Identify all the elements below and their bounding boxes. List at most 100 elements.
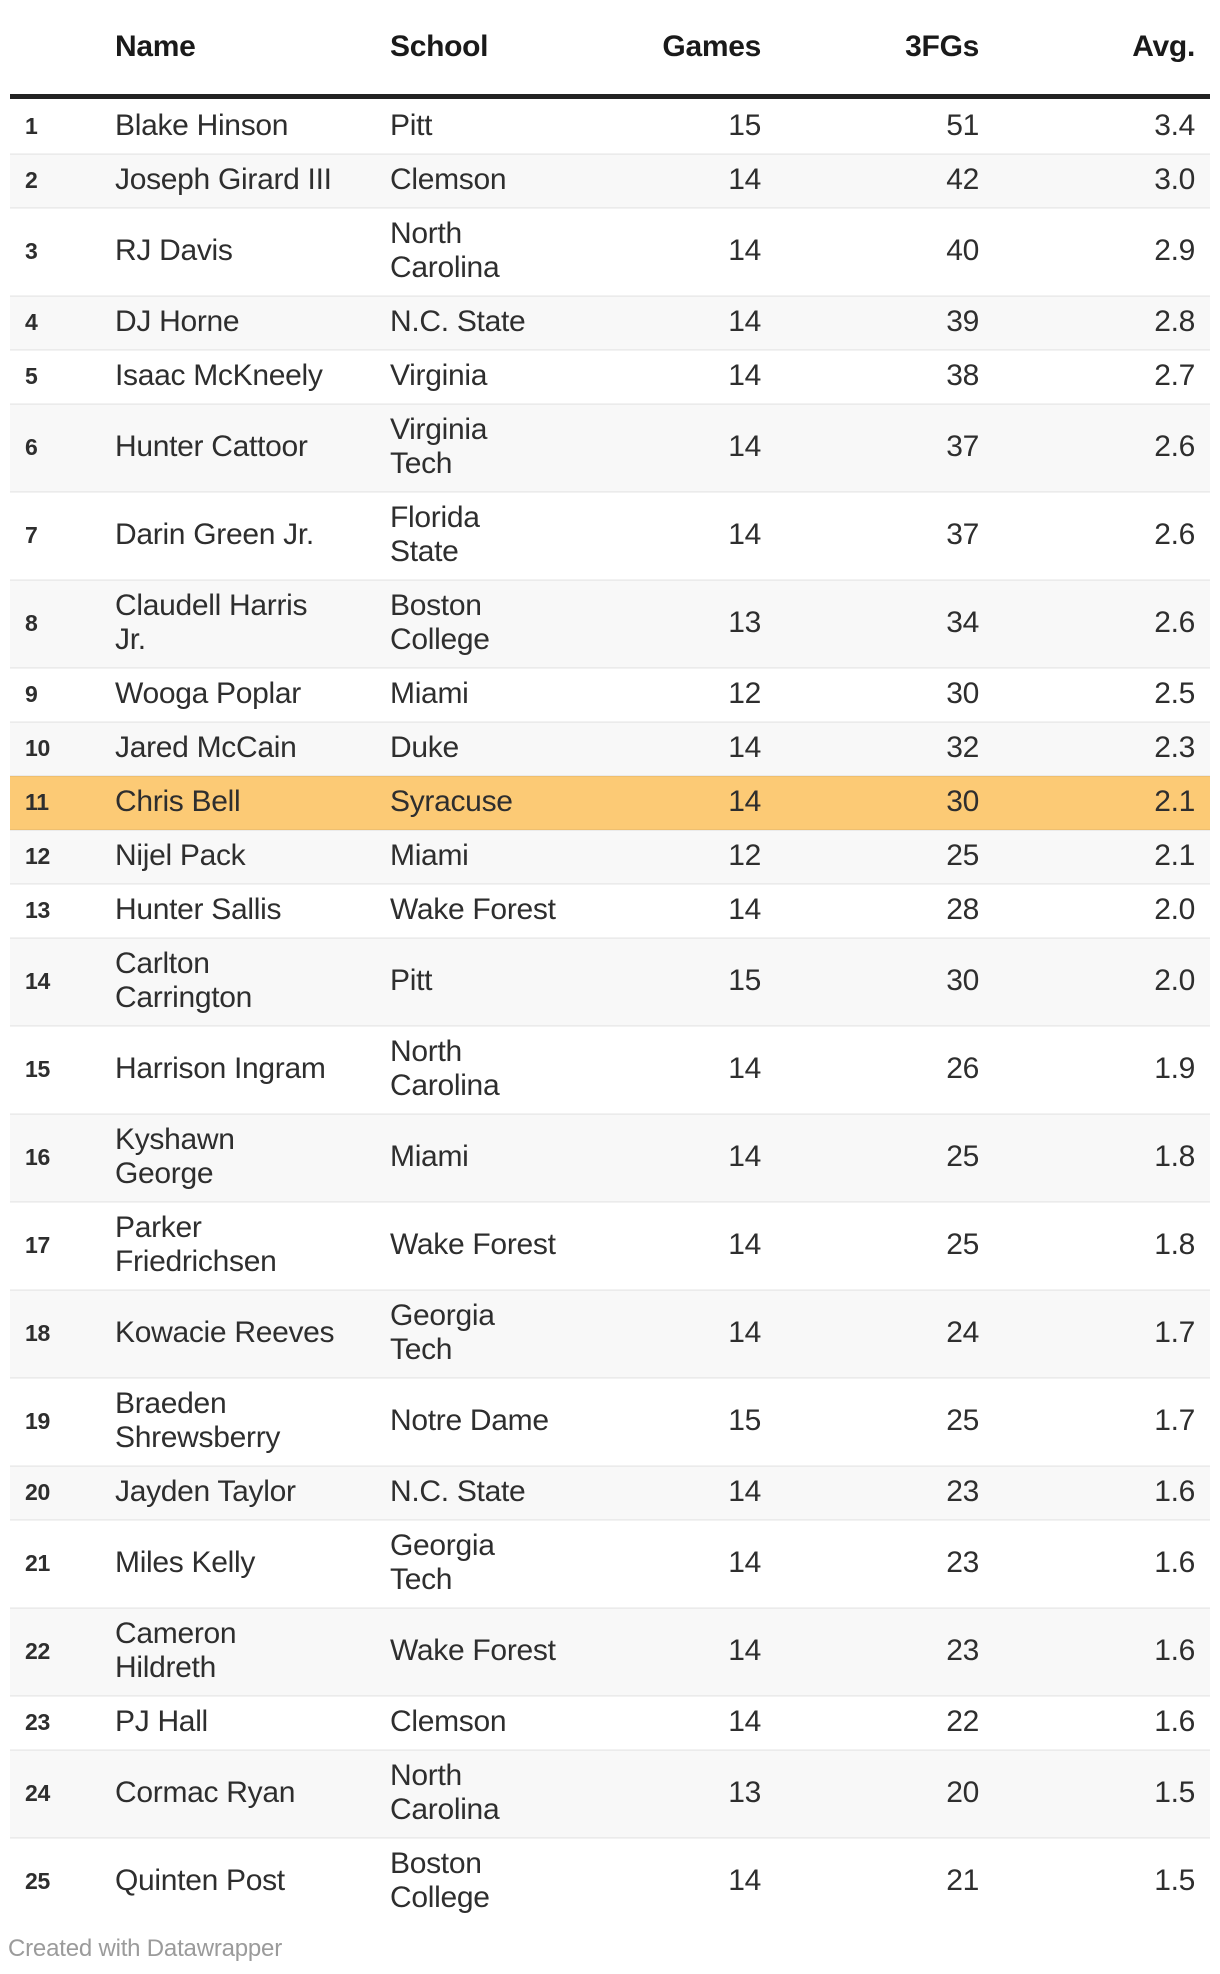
name-cell: Quinten Post <box>105 1837 380 1925</box>
name-cell: RJ Davis <box>105 207 380 296</box>
name-cell: Darin Green Jr. <box>105 491 380 580</box>
avg-cell: 1.5 <box>993 1749 1210 1838</box>
avg-cell: 1.6 <box>993 1465 1210 1520</box>
3fgs-cell: 37 <box>775 403 993 492</box>
rank-cell: 1 <box>25 113 38 139</box>
rank-cell: 4 <box>10 295 105 350</box>
3fgs-cell: 38 <box>775 349 993 404</box>
games-cell: 14 <box>585 1607 775 1696</box>
table-row: 14 Carlton Carrington Pitt 15 30 2.0 <box>10 937 1210 1026</box>
games-cell: 14 <box>585 1113 775 1202</box>
name-cell: Joseph Girard III <box>105 153 380 208</box>
games-cell: 14 <box>585 1289 775 1378</box>
school-cell: Miami <box>380 829 585 884</box>
3fgs-cell: 40 <box>775 207 993 296</box>
table-row: 18 Kowacie Reeves Georgia Tech 14 24 1.7 <box>10 1289 1210 1378</box>
table-row: 23 PJ Hall Clemson 14 22 1.6 <box>10 1695 1210 1750</box>
games-cell: 14 <box>585 1519 775 1608</box>
avg-cell: 3.4 <box>1154 109 1195 142</box>
name-cell: Parker Friedrichsen <box>105 1201 380 1290</box>
rank-cell: 15 <box>10 1025 105 1114</box>
table-row: 16 Kyshawn George Miami 14 25 1.8 <box>10 1113 1210 1202</box>
games-cell: 14 <box>585 207 775 296</box>
3fgs-cell: 34 <box>775 579 993 668</box>
header-row: Name School Games 3FGs Avg. <box>10 0 1210 99</box>
avg-cell: 2.6 <box>993 491 1210 580</box>
games-cell: 14 <box>585 1837 775 1925</box>
table-row: 20 Jayden Taylor N.C. State 14 23 1.6 <box>10 1465 1210 1520</box>
header-cell-name: Name <box>105 0 380 99</box>
table-row: 19 Braeden Shrewsberry Notre Dame 15 25 1.7 <box>10 1377 1210 1466</box>
table-row: 3 RJ Davis North Carolina 14 40 2.9 <box>10 207 1210 296</box>
school-cell: Miami <box>380 1113 585 1202</box>
name-cell: Hunter Sallis <box>105 883 380 938</box>
school-cell: Clemson <box>380 1695 585 1750</box>
school-cell: Georgia Tech <box>380 1519 585 1608</box>
games-cell: 14 <box>585 1465 775 1520</box>
avg-cell: 2.0 <box>993 883 1210 938</box>
school-cell: Syracuse <box>380 775 585 830</box>
games-cell: 14 <box>585 883 775 938</box>
table-row: 2 Joseph Girard III Clemson 14 42 3.0 <box>10 153 1210 208</box>
school-cell: Notre Dame <box>380 1377 585 1466</box>
header-cell-school: School <box>380 0 585 99</box>
name-cell: PJ Hall <box>105 1695 380 1750</box>
avg-cell: 2.9 <box>993 207 1210 296</box>
school-cell: Boston College <box>380 1837 585 1925</box>
avg-cell: 2.7 <box>993 349 1210 404</box>
table-header: Name School Games 3FGs Avg. <box>10 0 1210 99</box>
table-row: 22 Cameron Hildreth Wake Forest 14 23 1.6 <box>10 1607 1210 1696</box>
rank-cell: 17 <box>10 1201 105 1290</box>
games-cell: 14 <box>585 775 775 830</box>
avg-cell: 2.8 <box>993 295 1210 350</box>
rank-cell: 3 <box>10 207 105 296</box>
table-row: 9 Wooga Poplar Miami 12 30 2.5 <box>10 667 1210 722</box>
3fgs-cell: 22 <box>775 1695 993 1750</box>
datawrapper-credit-link[interactable]: Created with Datawrapper <box>8 1935 283 1962</box>
3fgs-cell: 25 <box>775 1377 993 1466</box>
3fgs-cell: 23 <box>775 1607 993 1696</box>
table-body: 1 Blake Hinson Pitt 15 51 3.4 2 Joseph Girard I… <box>10 97 1210 1925</box>
3fgs-cell: 21 <box>775 1837 993 1925</box>
table-row: 12 Nijel Pack Miami 12 25 2.1 <box>10 829 1210 884</box>
rank-cell: 19 <box>10 1377 105 1466</box>
rank-cell: 13 <box>10 883 105 938</box>
games-cell: 12 <box>585 667 775 722</box>
school-cell: Boston College <box>380 579 585 668</box>
name-cell: Cameron Hildreth <box>105 1607 380 1696</box>
games-cell: 14 <box>585 1201 775 1290</box>
table-row: 24 Cormac Ryan North Carolina 13 20 1.5 <box>10 1749 1210 1838</box>
rank-cell: 14 <box>10 937 105 1026</box>
school-cell: North Carolina <box>380 1749 585 1838</box>
games-cell: 13 <box>585 1749 775 1838</box>
school-cell: Duke <box>380 721 585 776</box>
rank-cell: 24 <box>10 1749 105 1838</box>
games-cell: 14 <box>585 491 775 580</box>
name-cell: Harrison Ingram <box>105 1025 380 1114</box>
3fgs-cell: 37 <box>775 491 993 580</box>
avg-cell: 2.3 <box>993 721 1210 776</box>
header-cell-games: Games <box>585 0 775 99</box>
3fgs-cell: 42 <box>775 153 993 208</box>
school-cell: Pitt <box>380 937 585 1026</box>
avg-cell: 2.1 <box>993 829 1210 884</box>
rank-cell: 23 <box>10 1695 105 1750</box>
rank-cell: 25 <box>10 1837 105 1925</box>
3fgs-cell: 26 <box>775 1025 993 1114</box>
avg-cell: 1.7 <box>993 1377 1210 1466</box>
name-cell: Nijel Pack <box>105 829 380 884</box>
3fgs-cell: 30 <box>775 937 993 1026</box>
rank-cell: 6 <box>10 403 105 492</box>
rank-cell: 7 <box>10 491 105 580</box>
school-cell: Pitt <box>390 109 433 142</box>
rank-cell: 10 <box>10 721 105 776</box>
school-cell: N.C. State <box>380 295 585 350</box>
avg-cell: 1.8 <box>993 1113 1210 1202</box>
header-cell-avg: Avg. <box>993 0 1210 99</box>
table-row: 17 Parker Friedrichsen Wake Forest 14 25 1.8 <box>10 1201 1210 1290</box>
school-cell: Virginia <box>380 349 585 404</box>
table-row: 4 DJ Horne N.C. State 14 39 2.8 <box>10 295 1210 350</box>
3fgs-cell: 30 <box>775 775 993 830</box>
avg-cell: 1.6 <box>993 1519 1210 1608</box>
